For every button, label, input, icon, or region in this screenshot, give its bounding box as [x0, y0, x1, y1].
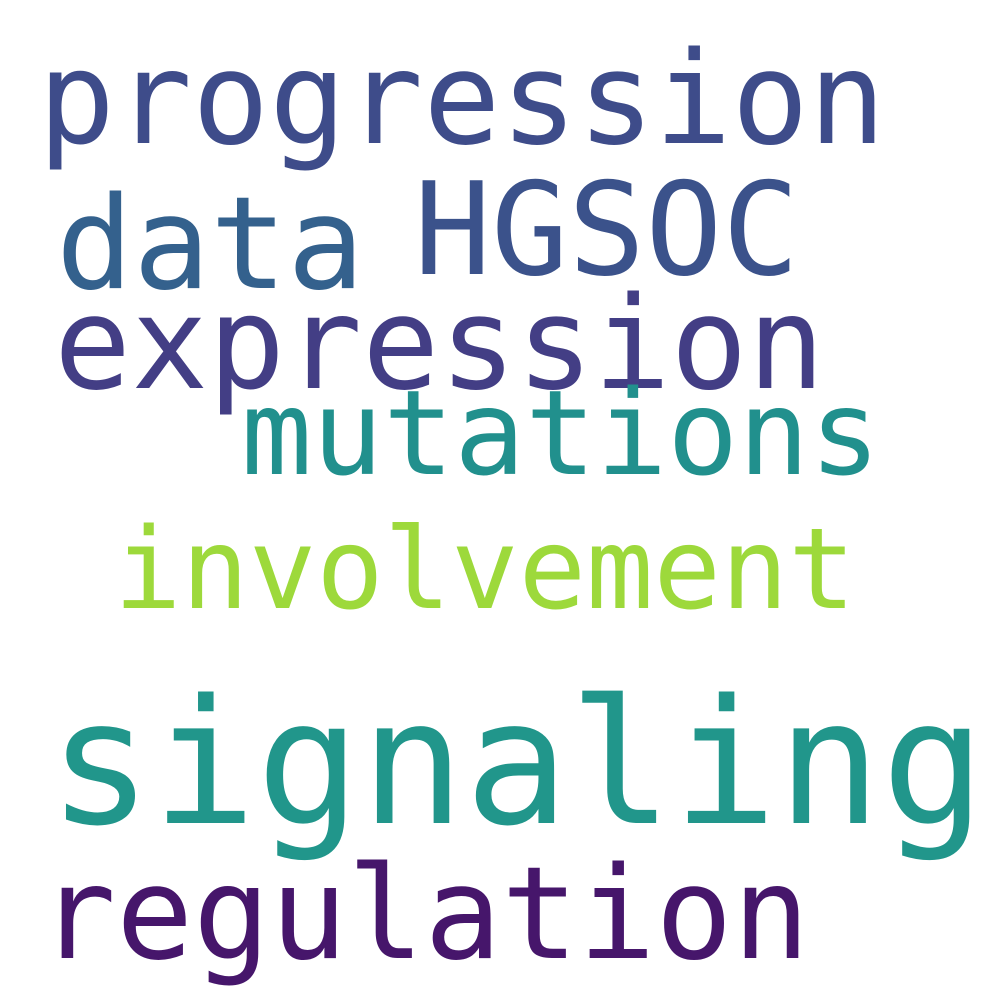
- word-signaling: signaling: [48, 662, 986, 864]
- word-involvement: involvement: [114, 505, 856, 635]
- word-expression: expression: [54, 270, 825, 419]
- word-data: data: [56, 170, 365, 319]
- word-progression: progression: [38, 25, 886, 174]
- word-regulation: regulation: [39, 840, 810, 989]
- word-mutations: mutations: [241, 364, 881, 502]
- word-hgsoc: HGSOC: [414, 156, 800, 305]
